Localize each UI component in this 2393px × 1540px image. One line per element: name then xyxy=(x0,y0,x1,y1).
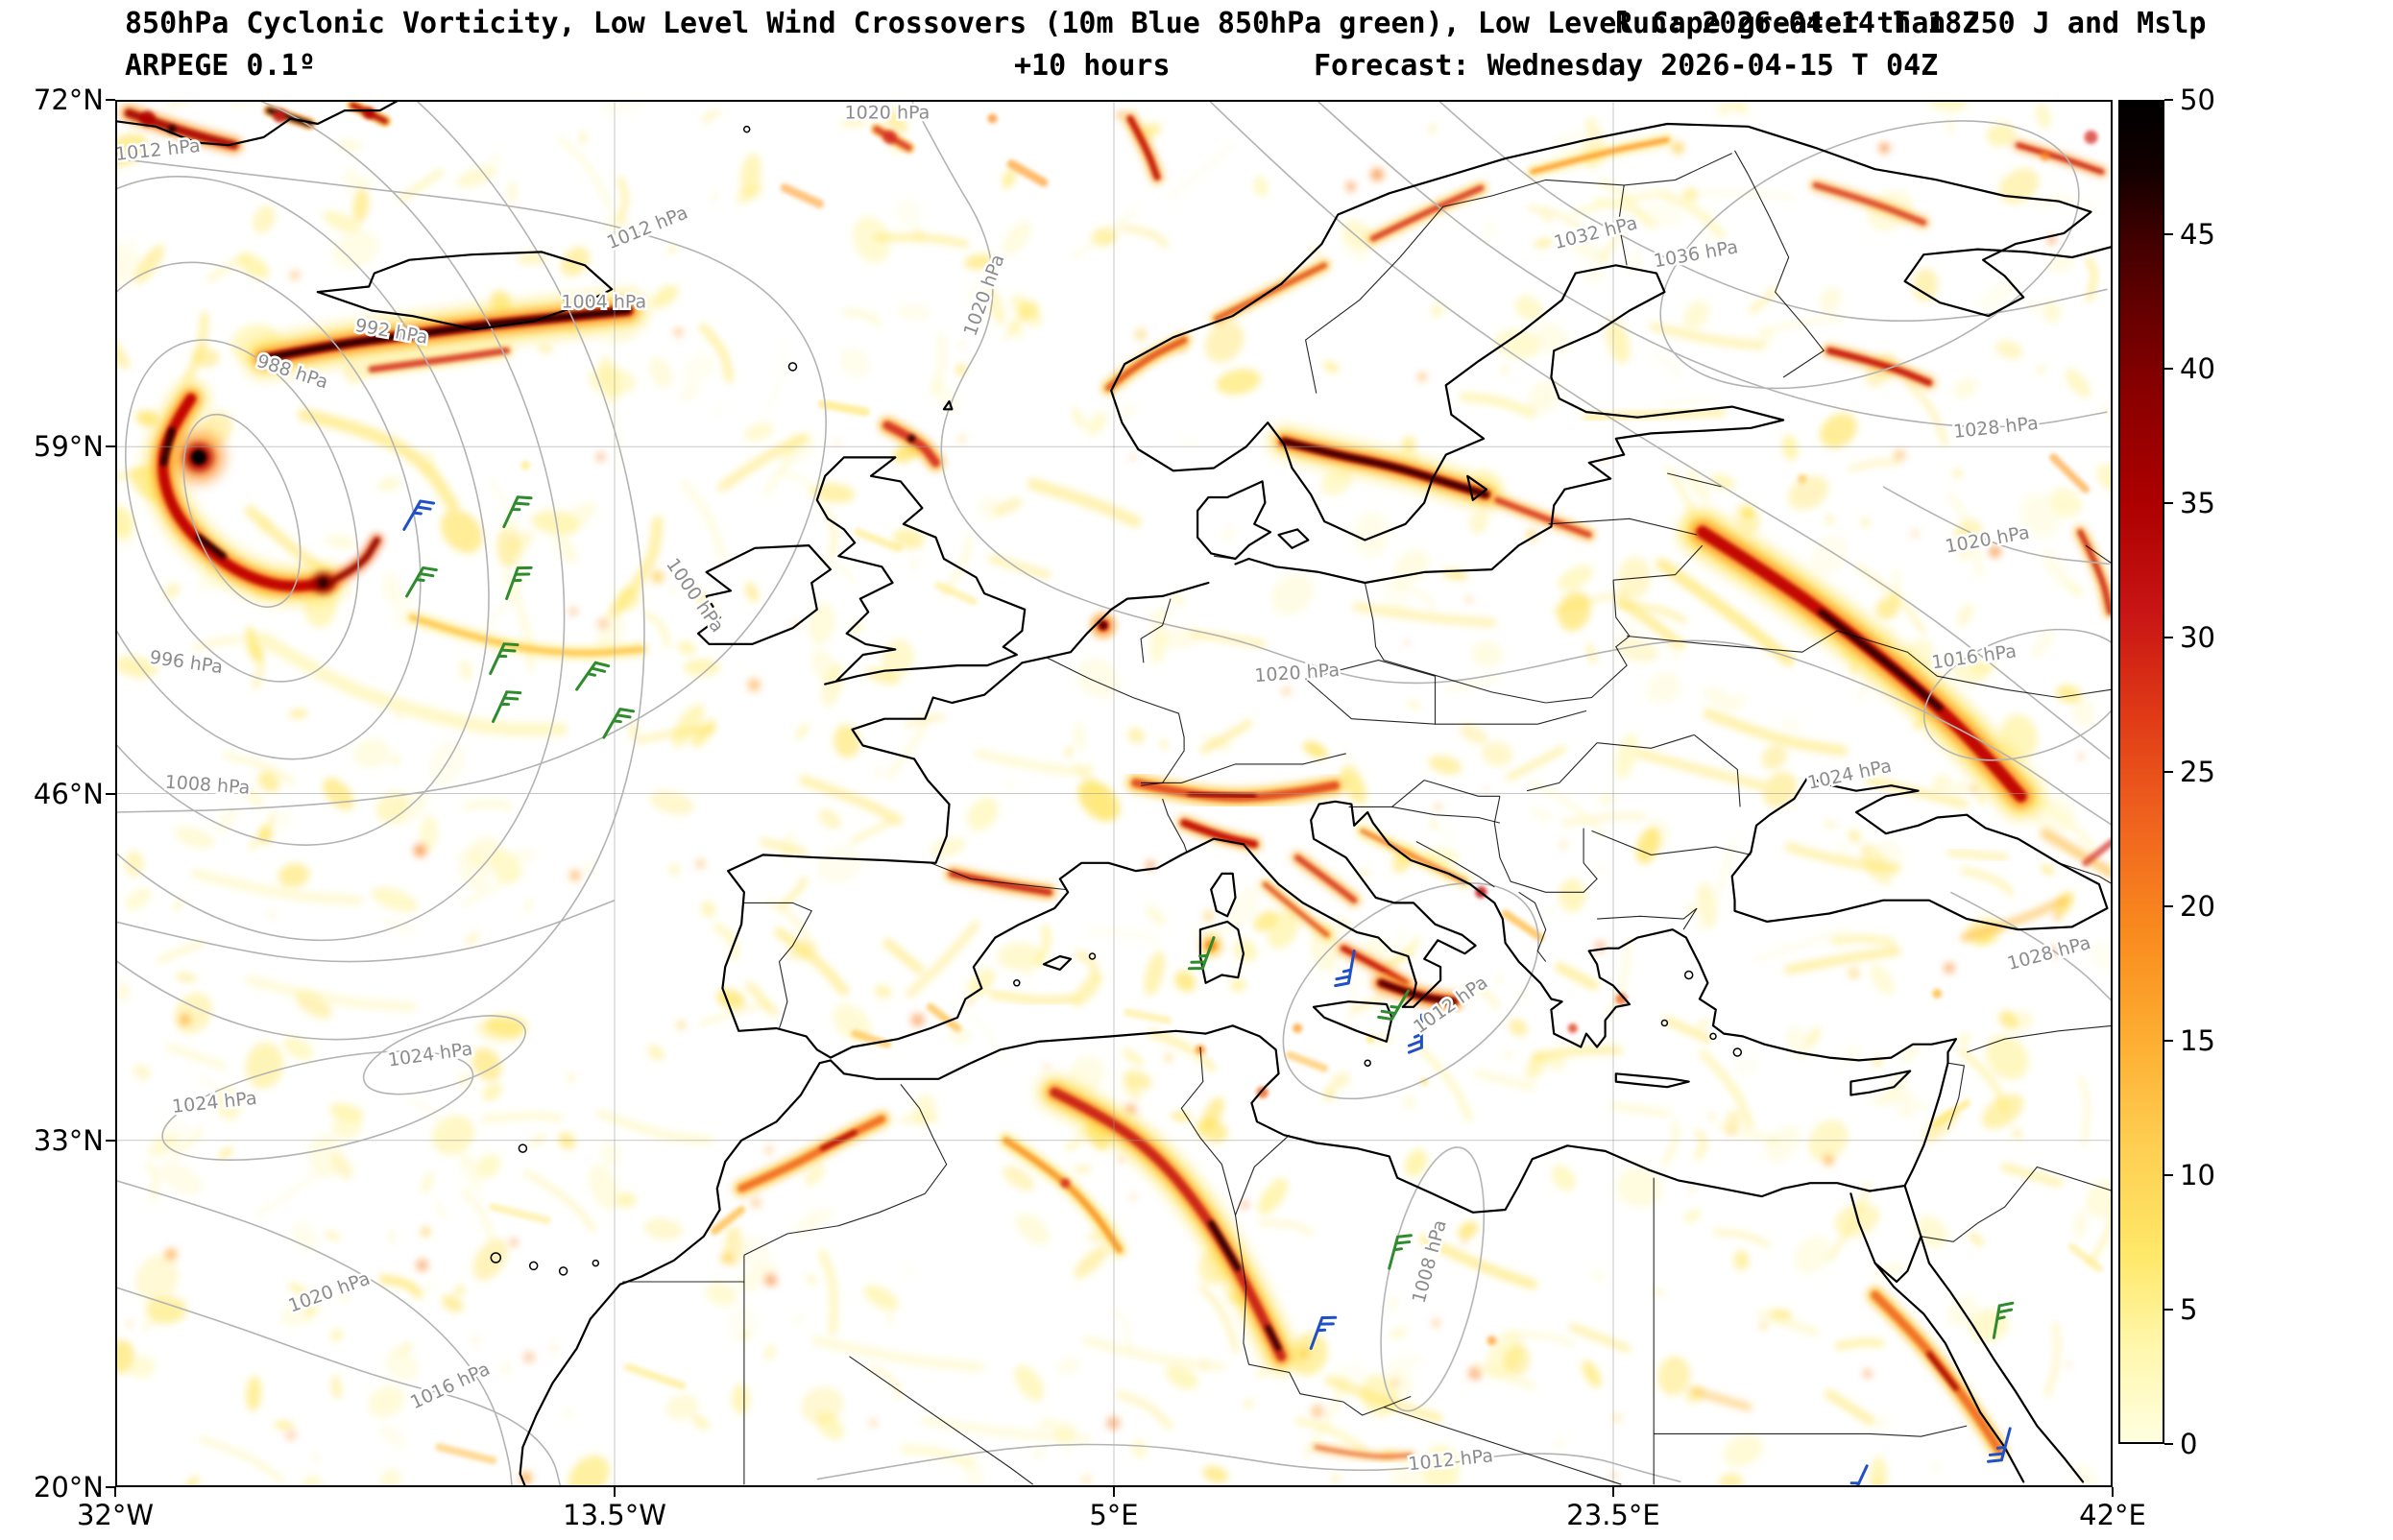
forecast-label: Forecast: Wednesday 2026-04-15 T 04Z xyxy=(1314,49,1939,83)
wind-barb-green xyxy=(1377,989,1410,1022)
y-axis-tick xyxy=(106,1139,115,1142)
colorbar-tick xyxy=(2164,637,2173,638)
wind-barb-green xyxy=(505,565,533,601)
colorbar-tick xyxy=(2164,1309,2173,1311)
y-axis-tick-label: 20°N xyxy=(33,1471,104,1504)
wind-barb-green xyxy=(575,661,611,691)
wind-barb-green xyxy=(602,708,636,739)
colorbar-tick xyxy=(2164,1443,2173,1445)
colorbar-tick-label: 20 xyxy=(2180,890,2215,923)
isobar-label: 1004 hPa xyxy=(561,292,646,313)
x-axis-tick xyxy=(1113,1487,1115,1497)
wind-barb-green xyxy=(405,565,438,598)
isobar-label: 1020 hPa xyxy=(285,1268,373,1317)
isobar-label: 996 hPa xyxy=(148,647,224,678)
wind-barb-green xyxy=(502,495,533,529)
y-axis-tick xyxy=(106,1486,115,1488)
colorbar-tick xyxy=(2164,233,2173,235)
wind-barb-green xyxy=(489,642,520,675)
wind-barb-blue xyxy=(1838,1464,1869,1487)
colorbar-tick-label: 5 xyxy=(2180,1293,2198,1326)
isobar-label: 1008 hPa xyxy=(1409,1217,1451,1305)
colorbar-tick-label: 35 xyxy=(2180,487,2215,519)
coastline-layer xyxy=(115,100,2113,1487)
y-axis-tick-label: 72°N xyxy=(33,84,104,116)
isobar-label: 1036 hPa xyxy=(1652,236,1739,272)
y-axis-tick xyxy=(106,792,115,795)
wind-barb-blue xyxy=(1987,1427,2012,1463)
x-axis-tick-label: 5°E xyxy=(1089,1499,1139,1531)
vorticity-filament-layer xyxy=(120,100,2113,1465)
wind-barb-green xyxy=(492,690,522,723)
wind-barb-green xyxy=(1187,936,1216,971)
y-axis-tick-label: 33°N xyxy=(33,1123,104,1157)
colorbar-tick xyxy=(2164,905,2173,907)
isobar-contour-layer xyxy=(115,100,2113,1487)
x-axis-tick-label: 42°E xyxy=(2079,1499,2146,1531)
colorbar-tick-label: 15 xyxy=(2180,1024,2215,1057)
y-axis-tick xyxy=(106,99,115,101)
colorbar-tick-label: 50 xyxy=(2180,84,2215,116)
isobar-label: 1024 hPa xyxy=(171,1088,258,1118)
isobar-label: 1028 hPa xyxy=(1952,413,2040,443)
x-axis-tick-label: 13.5°W xyxy=(563,1499,666,1531)
wind-barb-green xyxy=(1388,1234,1413,1270)
wind-barb-blue xyxy=(1407,1013,1423,1054)
colorbar-tick-label: 30 xyxy=(2180,621,2215,654)
isobar-label: 1028 hPa xyxy=(2005,932,2092,975)
isobar-label: 1020 hPa xyxy=(1944,522,2031,558)
isobar-label: 1020 hPa xyxy=(845,103,931,124)
colorbar-tick xyxy=(2164,368,2173,370)
colorbar-tick-label: 10 xyxy=(2180,1159,2215,1191)
x-axis-tick xyxy=(2112,1487,2114,1497)
lead-time-label: +10 hours xyxy=(1014,49,1171,83)
colorbar-tick xyxy=(2164,99,2173,101)
wind-barb-blue xyxy=(1334,950,1356,988)
colorbar-tick xyxy=(2164,771,2173,773)
wind-barb-blue xyxy=(402,499,436,531)
x-axis-tick-label: 32°W xyxy=(76,1499,155,1531)
colorbar-gradient xyxy=(2120,102,2163,1442)
colorbar-tick-label: 0 xyxy=(2180,1428,2198,1460)
y-axis-tick xyxy=(106,445,115,448)
colorbar xyxy=(2118,100,2164,1444)
isobar-label: 1020 hPa xyxy=(1254,660,1341,686)
figure-title: 850hPa Cyclonic Vorticity, Low Level Win… xyxy=(125,7,2207,40)
x-axis-tick xyxy=(114,1487,116,1497)
colorbar-tick xyxy=(2164,1040,2173,1042)
colorbar-tick-label: 40 xyxy=(2180,352,2215,385)
wind-barb-layer xyxy=(402,495,2015,1487)
colorbar-tick-label: 45 xyxy=(2180,218,2215,251)
run-label: Run: 2026-04-14 T 18Z xyxy=(1615,7,1980,40)
wind-barb-green xyxy=(1992,1301,2015,1339)
y-axis-tick-label: 59°N xyxy=(33,430,104,464)
colorbar-tick-label: 25 xyxy=(2180,756,2215,788)
x-axis-tick-label: 23.5°E xyxy=(1566,1499,1660,1531)
graticule-layer xyxy=(115,100,2113,1487)
colorbar-tick xyxy=(2164,1174,2173,1176)
isobar-label: 1008 hPa xyxy=(164,772,251,799)
isobar-label: 1012 hPa xyxy=(1408,1445,1495,1475)
plot-frame xyxy=(115,100,2113,1487)
y-axis-tick-label: 46°N xyxy=(33,777,104,810)
x-axis-tick xyxy=(614,1487,616,1497)
x-axis-tick xyxy=(1612,1487,1614,1497)
model-label: ARPEGE 0.1º xyxy=(125,49,316,83)
wind-barb-blue xyxy=(1309,1315,1338,1350)
colorbar-tick xyxy=(2164,502,2173,504)
isobar-label: 1024 hPa xyxy=(387,1038,474,1071)
country-border-layer xyxy=(622,150,2113,1485)
vorticity-texture-layer xyxy=(115,100,2113,1487)
